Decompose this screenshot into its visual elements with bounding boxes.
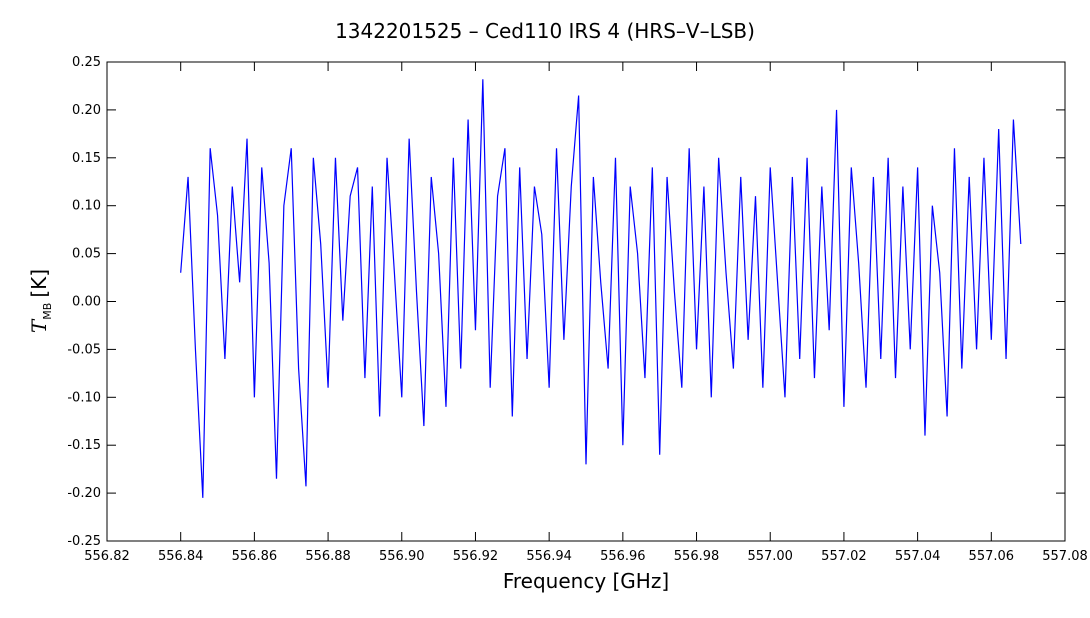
x-tick-label: 556.88 <box>305 549 351 564</box>
x-tick-label: 556.90 <box>379 549 425 564</box>
y-tick-label: -0.15 <box>67 438 101 453</box>
y-tick-label: -0.10 <box>67 390 101 405</box>
x-tick-label: 557.08 <box>1042 549 1088 564</box>
x-tick-label: 556.82 <box>84 549 130 564</box>
y-tick-label: 0.15 <box>72 151 101 166</box>
y-tick-label: -0.05 <box>67 342 101 357</box>
x-tick-label: 556.92 <box>453 549 499 564</box>
x-tick-label: 556.98 <box>674 549 720 564</box>
x-tick-label: 557.00 <box>747 549 793 564</box>
y-tick-label: -0.25 <box>67 534 101 549</box>
x-tick-label: 557.04 <box>895 549 941 564</box>
x-tick-label: 556.86 <box>232 549 278 564</box>
spectrum-line <box>180 79 1022 498</box>
x-axis-label: Frequency [GHz] <box>503 569 669 593</box>
y-axis-label: TMB [K] <box>27 269 54 333</box>
x-tick-label: 556.96 <box>600 549 646 564</box>
y-label-unit: [K] <box>27 269 51 298</box>
x-tick-label: 557.06 <box>969 549 1015 564</box>
y-label-symbol: T <box>27 318 51 333</box>
y-tick-label: 0.20 <box>72 103 101 118</box>
y-tick-label: 0.10 <box>72 199 101 214</box>
x-tick-label: 556.84 <box>158 549 204 564</box>
y-tick-label: -0.20 <box>67 486 101 501</box>
y-tick-label: 0.00 <box>72 295 101 310</box>
x-tick-label: 556.94 <box>526 549 572 564</box>
chart-title: 1342201525 – Ced110 IRS 4 (HRS–V–LSB) <box>335 19 755 43</box>
y-label-subscript: MB <box>41 303 54 320</box>
y-tick-label: 0.05 <box>72 247 101 262</box>
x-tick-label: 557.02 <box>821 549 867 564</box>
y-tick-label: 0.25 <box>72 55 101 70</box>
